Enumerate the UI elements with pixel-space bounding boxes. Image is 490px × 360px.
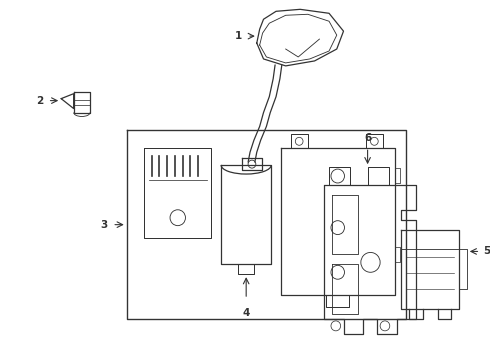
Text: 1: 1 (235, 31, 243, 41)
Text: 4: 4 (243, 308, 250, 318)
Text: 5: 5 (483, 247, 490, 256)
Text: 2: 2 (37, 96, 44, 105)
Text: 6: 6 (364, 133, 371, 143)
Text: 3: 3 (100, 220, 107, 230)
